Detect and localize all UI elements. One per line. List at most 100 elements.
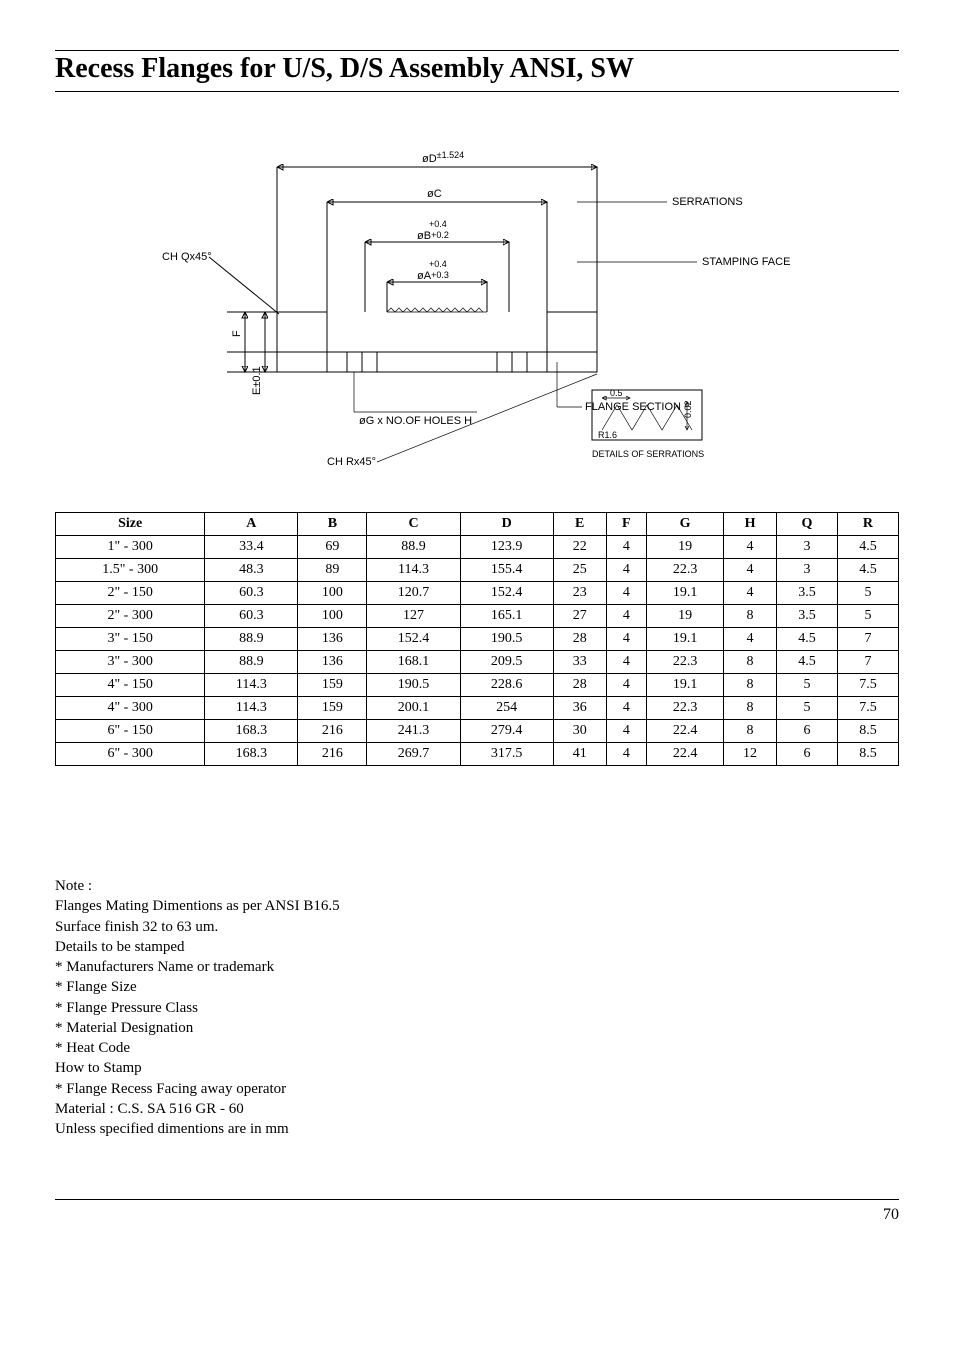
table-cell: 88.9 [205, 651, 298, 674]
table-cell: 228.6 [460, 674, 553, 697]
table-cell: 48.3 [205, 559, 298, 582]
table-cell: 2" - 300 [56, 605, 205, 628]
table-cell: 4 [724, 559, 777, 582]
note-line: * Flange Pressure Class [55, 998, 899, 1018]
table-cell: 165.1 [460, 605, 553, 628]
table-cell: 6" - 300 [56, 743, 205, 766]
label-chr: CH Rx45° [327, 456, 376, 468]
table-row: 2" - 30060.3100127165.12741983.55 [56, 605, 899, 628]
table-cell: 120.7 [367, 582, 460, 605]
footer-rule [55, 1199, 899, 1200]
table-cell: 19.1 [647, 628, 724, 651]
table-cell: 216 [298, 720, 367, 743]
table-cell: 3" - 300 [56, 651, 205, 674]
table-cell: 33 [553, 651, 606, 674]
label-ob-t1: +0.4 [429, 219, 447, 229]
table-cell: 3 [777, 536, 838, 559]
table-cell: 89 [298, 559, 367, 582]
table-cell: 7.5 [837, 674, 898, 697]
notes-block: Note : Flanges Mating Dimentions as per … [55, 876, 899, 1139]
table-cell: 168.3 [205, 743, 298, 766]
table-cell: 5 [837, 605, 898, 628]
table-cell: 8 [724, 674, 777, 697]
table-cell: 279.4 [460, 720, 553, 743]
table-cell: 4 [606, 582, 646, 605]
label-detail-title: DETAILS OF SERRATIONS [592, 449, 704, 459]
table-cell: 6 [777, 743, 838, 766]
col-b: B [298, 513, 367, 536]
table-cell: 19 [647, 536, 724, 559]
table-cell: 4 [606, 536, 646, 559]
table-cell: 5 [777, 674, 838, 697]
table-cell: 30 [553, 720, 606, 743]
table-cell: 2" - 150 [56, 582, 205, 605]
table-cell: 152.4 [367, 628, 460, 651]
table-cell: 88.9 [205, 628, 298, 651]
table-cell: 22.4 [647, 720, 724, 743]
table-row: 4" - 300114.3159200.125436422.3857.5 [56, 697, 899, 720]
table-cell: 22.3 [647, 651, 724, 674]
table-cell: 7 [837, 651, 898, 674]
table-cell: 8 [724, 697, 777, 720]
table-cell: 114.3 [205, 674, 298, 697]
table-cell: 22 [553, 536, 606, 559]
table-cell: 4" - 150 [56, 674, 205, 697]
detail-05: 0.5 [610, 388, 623, 398]
detail-r16: R1.6 [598, 430, 617, 440]
table-cell: 27 [553, 605, 606, 628]
table-cell: 6" - 150 [56, 720, 205, 743]
table-cell: 190.5 [460, 628, 553, 651]
table-cell: 4.5 [837, 536, 898, 559]
table-cell: 100 [298, 582, 367, 605]
table-cell: 114.3 [205, 697, 298, 720]
table-row: 6" - 300168.3216269.7317.541422.41268.5 [56, 743, 899, 766]
label-od: øD±1.524 [422, 150, 464, 165]
table-cell: 4 [724, 582, 777, 605]
table-cell: 3" - 150 [56, 628, 205, 651]
table-cell: 114.3 [367, 559, 460, 582]
table-cell: 7 [837, 628, 898, 651]
table-cell: 5 [837, 582, 898, 605]
table-cell: 4 [606, 651, 646, 674]
col-r: R [837, 513, 898, 536]
table-cell: 136 [298, 628, 367, 651]
note-line: * Material Designation [55, 1018, 899, 1038]
table-cell: 168.1 [367, 651, 460, 674]
table-row: 1" - 30033.46988.9123.922419434.5 [56, 536, 899, 559]
label-oa: øA+0.3 [417, 270, 449, 282]
table-cell: 4 [606, 628, 646, 651]
table-cell: 4.5 [777, 651, 838, 674]
table-cell: 12 [724, 743, 777, 766]
table-cell: 6 [777, 720, 838, 743]
table-cell: 1" - 300 [56, 536, 205, 559]
col-size: Size [56, 513, 205, 536]
table-cell: 4 [606, 559, 646, 582]
table-cell: 22.3 [647, 559, 724, 582]
col-q: Q [777, 513, 838, 536]
table-cell: 4 [606, 674, 646, 697]
table-cell: 4 [724, 628, 777, 651]
note-line: Unless specified dimentions are in mm [55, 1119, 899, 1139]
note-line: Details to be stamped [55, 937, 899, 957]
table-cell: 216 [298, 743, 367, 766]
table-cell: 4 [606, 697, 646, 720]
table-cell: 28 [553, 674, 606, 697]
table-cell: 8.5 [837, 720, 898, 743]
table-row: 2" - 15060.3100120.7152.423419.143.55 [56, 582, 899, 605]
label-ob: øB+0.2 [417, 230, 449, 242]
table-cell: 22.4 [647, 743, 724, 766]
table-cell: 4.5 [777, 628, 838, 651]
col-a: A [205, 513, 298, 536]
table-cell: 317.5 [460, 743, 553, 766]
table-cell: 8 [724, 651, 777, 674]
table-cell: 4 [724, 536, 777, 559]
table-cell: 69 [298, 536, 367, 559]
label-flange-section: FLANGE SECTION [585, 401, 681, 413]
table-row: 6" - 150168.3216241.3279.430422.4868.5 [56, 720, 899, 743]
table-cell: 3.5 [777, 582, 838, 605]
table-cell: 8 [724, 720, 777, 743]
label-chq: CH Qx45° [162, 251, 212, 263]
table-cell: 123.9 [460, 536, 553, 559]
table-cell: 8 [724, 605, 777, 628]
note-line: * Flange Size [55, 977, 899, 997]
